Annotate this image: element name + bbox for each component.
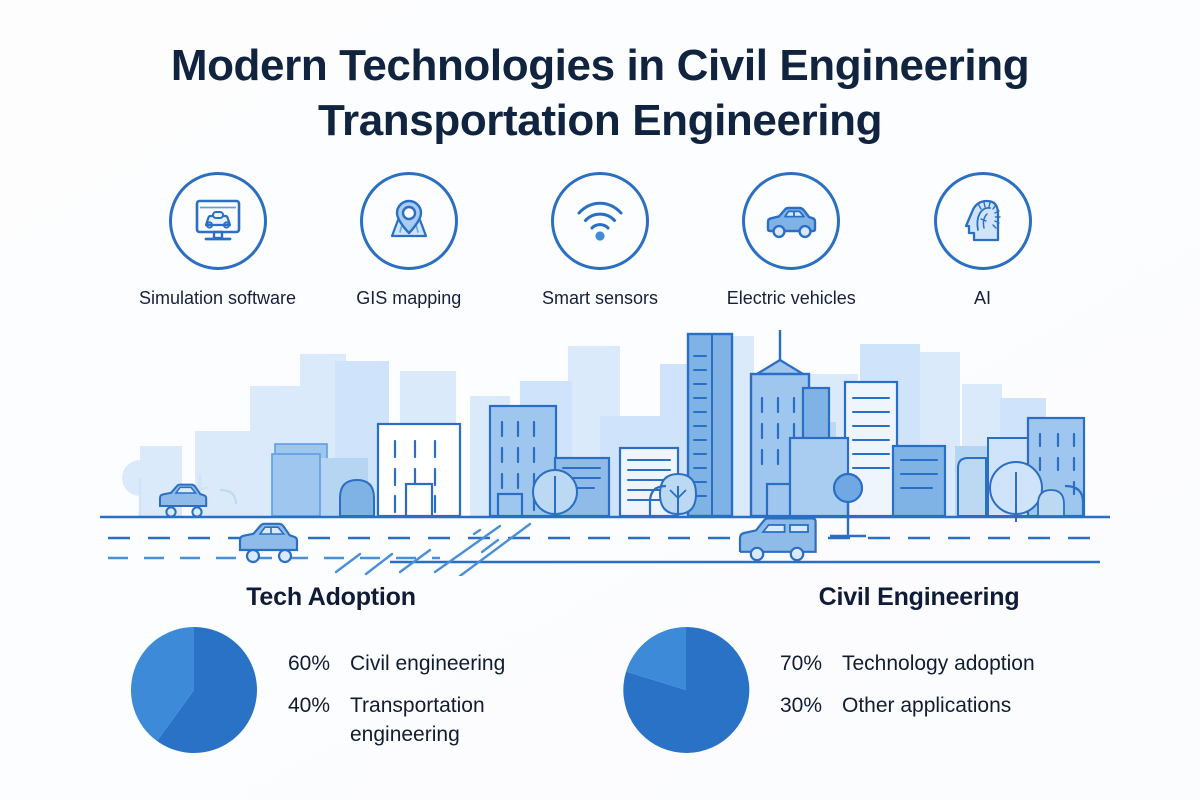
legend-item: 30% Other applications bbox=[780, 692, 1035, 720]
left-buildings bbox=[271, 453, 321, 517]
icon-circle bbox=[933, 172, 1032, 270]
city-skyline-svg bbox=[100, 330, 1110, 578]
pie-block-tech-adoption: Tech Adoption 60% Civil engineering 40% … bbox=[0, 583, 600, 763]
pie-chart-civil-engineering bbox=[623, 626, 750, 753]
trees bbox=[122, 460, 1065, 522]
brain-head-icon bbox=[964, 199, 1001, 242]
legend-item: 60% Civil engineering bbox=[288, 650, 560, 678]
pie-slice-civil-engineering bbox=[157, 627, 257, 753]
legend-label: Civil engineering bbox=[350, 652, 506, 675]
pie-title: Civil Engineering bbox=[818, 583, 1020, 611]
pie-slice-other-applications bbox=[626, 627, 686, 690]
tech-item-electric-vehicles[interactable]: Electric vehicles bbox=[704, 172, 879, 310]
pie-legend: 60% Civil engineering 40% Transportation… bbox=[288, 624, 560, 763]
pie-block-civil-engineering: Civil Engineering 70% Technology adoptio… bbox=[600, 583, 1200, 763]
building-details-a bbox=[393, 439, 437, 518]
tech-item-gis-mapping[interactable]: GIS mapping bbox=[321, 172, 496, 310]
city-skyline-illustration bbox=[100, 326, 1110, 578]
wifi-signal-icon bbox=[577, 201, 623, 241]
building-details-b bbox=[496, 420, 536, 518]
tech-item-ai[interactable]: AI bbox=[895, 172, 1070, 310]
icon-circle bbox=[168, 172, 267, 270]
tech-label: AI bbox=[973, 288, 991, 308]
legend-label: Transportation engineering bbox=[350, 694, 485, 746]
legend-percent: 70% bbox=[780, 652, 823, 675]
pie-title: Tech Adoption bbox=[246, 583, 416, 611]
legend-percent: 30% bbox=[780, 694, 823, 718]
pie-legend: 70% Technology adoption 30% Other applic… bbox=[780, 624, 1035, 735]
tech-label: GIS mapping bbox=[356, 288, 462, 308]
pie-chart-tech-adoption bbox=[130, 627, 257, 753]
pie-slice-technology-adoption bbox=[623, 626, 750, 753]
tech-label: Simulation software bbox=[138, 288, 297, 308]
legend-percent: 60% bbox=[288, 652, 331, 675]
page-title: Modern Technologies in Civil Engineering… bbox=[0, 38, 1200, 149]
legend-percent: 40% bbox=[288, 694, 331, 718]
icon-circle bbox=[742, 172, 841, 270]
title-line-2: Transportation Engineering bbox=[317, 96, 883, 146]
legend-item: 40% Transportation engineering bbox=[288, 692, 560, 749]
legend-label: Technology adoption bbox=[842, 652, 1035, 675]
tech-label: Smart sensors bbox=[541, 288, 659, 308]
tech-item-smart-sensors[interactable]: Smart sensors bbox=[513, 172, 688, 310]
pie-slice-transportation-engineering bbox=[130, 627, 194, 741]
monitor-car-icon bbox=[195, 199, 240, 241]
icon-circle bbox=[359, 172, 458, 270]
technology-icon-row: Simulation software GIS mapping bbox=[130, 172, 1070, 310]
title-line-1: Modern Technologies in Civil Engineering bbox=[170, 41, 1030, 90]
pie-chart-section: Tech Adoption 60% Civil engineering 40% … bbox=[0, 583, 1200, 763]
vehicle-van bbox=[738, 517, 817, 562]
tech-label: Electric vehicles bbox=[726, 288, 856, 308]
legend-item: 70% Technology adoption bbox=[780, 650, 1035, 678]
car-icon bbox=[767, 206, 817, 239]
vehicle-car-road bbox=[238, 522, 299, 564]
legend-label: Other applications bbox=[842, 694, 1012, 718]
tech-item-simulation-software[interactable]: Simulation software bbox=[130, 172, 305, 310]
vehicle-car-left bbox=[159, 483, 208, 518]
map-pin-icon bbox=[390, 199, 427, 238]
icon-circle bbox=[551, 172, 649, 270]
